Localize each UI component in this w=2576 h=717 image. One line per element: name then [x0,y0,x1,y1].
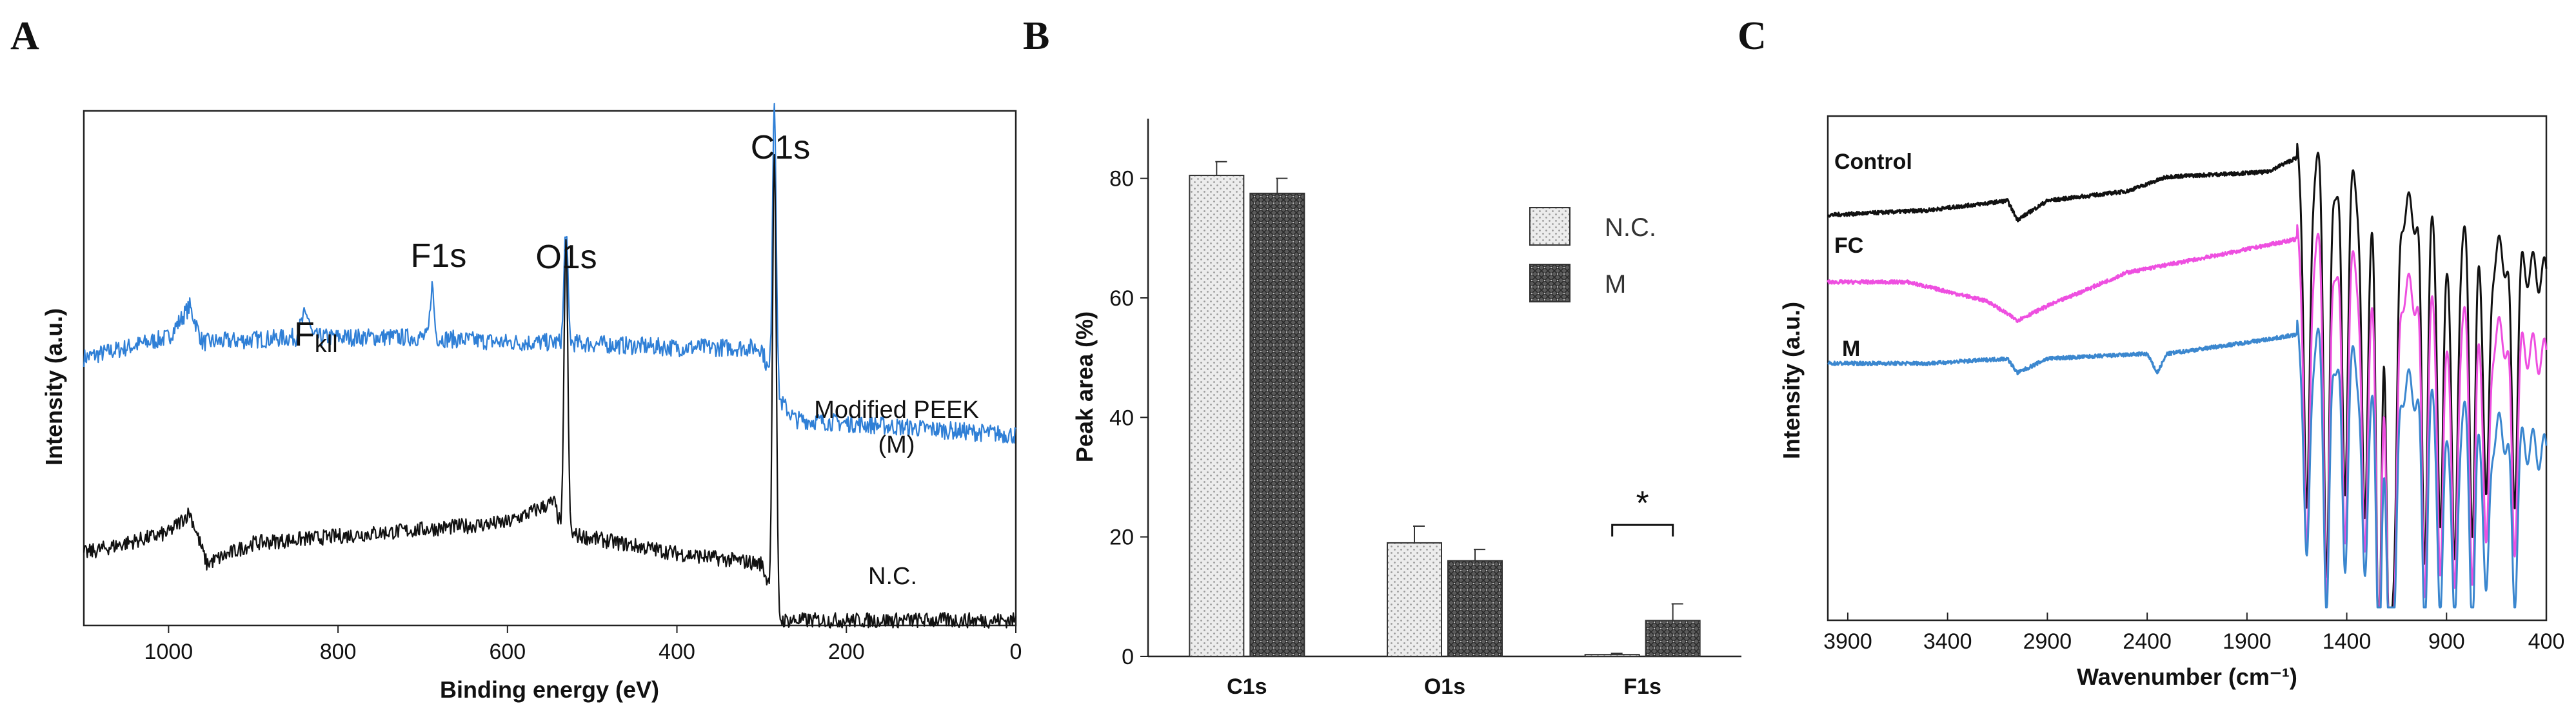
x-tick-label-b: C1s [1227,674,1267,699]
peak-label-f1s: F1s [411,237,467,275]
series-label-modified-peek-m: (M) [878,431,915,458]
bar-o1s-nc [1387,542,1442,658]
x-ticks-c: 3900 3400 2900 2400 1900 1400 900 400 [1823,613,2564,654]
bar-f1s-m [1645,620,1701,658]
spectrum-line-a-nc [83,153,1017,629]
y-tick-label-b: 0 [1122,645,1134,669]
series-label-control: Control [1834,150,1912,174]
legend-swatch-nc [1529,207,1570,246]
panel-label-c: C [1738,14,1767,58]
significance-star: * [1636,485,1649,522]
x-tick-label-b: F1s [1623,674,1661,699]
x-tick-label-a: 0 [1010,640,1022,664]
series-label-modified-peek: Modified PEEK [814,397,979,424]
legend-label-nc: N.C. [1605,213,1656,242]
y-axis-label-a: Intensity (a.u.) [41,308,67,466]
plot-frame-a [83,110,1017,627]
y-tick-label-b: 40 [1109,406,1134,430]
panel-label-a: A [10,14,39,58]
bar-f1s-nc [1584,654,1640,657]
x-tick-label-c: 400 [2528,629,2565,654]
peak-label-o1s: O1s [535,239,597,276]
x-tick-label-b: O1s [1424,674,1465,699]
x-tick-label-a: 600 [489,640,526,664]
significance-bracket: * [1611,485,1674,537]
x-tick-label-c: 900 [2428,629,2465,654]
x-tick-label-c: 1900 [2223,629,2272,654]
x-tick-label-c: 1400 [2323,629,2372,654]
bar-c1s-m [1249,192,1305,658]
bar-c1s-nc [1189,175,1245,657]
peak-label-c1s: C1s [751,129,810,166]
series-label-fc: FC [1834,233,1863,258]
x-tick-label-c: 2400 [2123,629,2172,654]
series-label-nc: N.C. [868,563,917,590]
x-ticks-a: 1000 800 600 400 200 0 [144,625,1022,664]
panel-b-peak-area: 0 20 40 60 80 C1s O1s F1s Peak area (%) N.C. M… [1071,119,1741,699]
legend-label-m: M [1605,270,1626,299]
series-label-m-c: M [1842,337,1860,361]
spectra-c [1827,142,2548,609]
y-tick-label-b: 20 [1109,525,1134,550]
legend-swatch-m [1529,264,1570,302]
panel-a-xps-survey: 1000 800 600 400 200 0 Binding energy (eV) In… [41,103,1022,703]
x-axis-label-c: Wavenumber (cm⁻¹) [2077,663,2297,690]
peak-label-fkll: Fkll [294,316,338,358]
x-tick-label-a: 1000 [144,640,193,664]
x-tick-label-a: 400 [659,640,695,664]
panel-c-ftir: 3900 3400 2900 2400 1900 1400 900 400 Wavenumbe… [1778,115,2564,690]
y-tick-label-b: 80 [1109,167,1134,192]
x-axis-label-a: Binding energy (eV) [440,676,659,703]
y-ticks-b: 0 20 40 60 80 [1109,167,1148,669]
x-tick-label-c: 3400 [1923,629,1972,654]
significance-line [1611,524,1674,537]
spectrum-line-c-m [1827,319,2548,609]
y-axis-label-b: Peak area (%) [1071,311,1098,462]
spectra-a [83,103,1017,629]
x-tick-label-a: 800 [320,640,357,664]
spectrum-line-a-modified [83,103,1016,444]
bars-b [1189,161,1701,658]
x-tick-label-a: 200 [828,640,865,664]
x-tick-label-c: 2900 [2023,629,2072,654]
panel-label-b: B [1023,14,1049,58]
plot-frame-c [1827,115,2548,622]
x-ticks-b: C1s O1s F1s [1227,674,1661,699]
bar-o1s-m [1447,560,1503,657]
x-tick-label-c: 3900 [1823,629,1872,654]
y-tick-label-b: 60 [1109,286,1134,311]
y-axis-label-c: Intensity (a.u.) [1778,302,1805,459]
